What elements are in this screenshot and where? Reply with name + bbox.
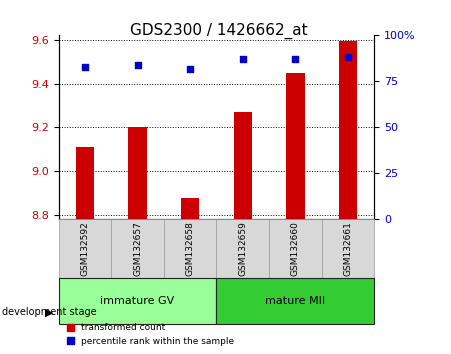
Bar — [286, 73, 304, 219]
Bar — [339, 41, 357, 219]
Text: GSM132661: GSM132661 — [344, 221, 353, 276]
Bar — [129, 127, 147, 219]
Text: mature MII: mature MII — [265, 296, 326, 306]
Legend: transformed count, percentile rank within the sample: transformed count, percentile rank withi… — [63, 320, 238, 349]
Text: GDS2300 / 1426662_at: GDS2300 / 1426662_at — [130, 23, 308, 39]
Point — [81, 64, 88, 69]
Text: GSM132660: GSM132660 — [291, 221, 300, 276]
Point — [345, 55, 352, 60]
Text: immature GV: immature GV — [101, 296, 175, 306]
Bar — [216, 278, 374, 324]
Text: GSM132657: GSM132657 — [133, 221, 142, 276]
Point — [239, 57, 246, 62]
Bar — [111, 219, 164, 278]
Text: GSM132659: GSM132659 — [238, 221, 247, 276]
Bar — [76, 147, 94, 219]
Bar — [59, 278, 216, 324]
Bar — [269, 219, 322, 278]
Bar — [59, 219, 111, 278]
Text: development stage: development stage — [2, 307, 97, 317]
Text: ▶: ▶ — [45, 307, 53, 317]
Bar — [234, 112, 252, 219]
Bar — [322, 219, 374, 278]
Bar — [216, 219, 269, 278]
Point — [292, 57, 299, 62]
Text: GSM132658: GSM132658 — [186, 221, 195, 276]
Bar — [164, 219, 216, 278]
Text: GSM132592: GSM132592 — [80, 221, 89, 276]
Point — [134, 62, 141, 68]
Bar — [181, 198, 199, 219]
Point — [187, 66, 194, 72]
